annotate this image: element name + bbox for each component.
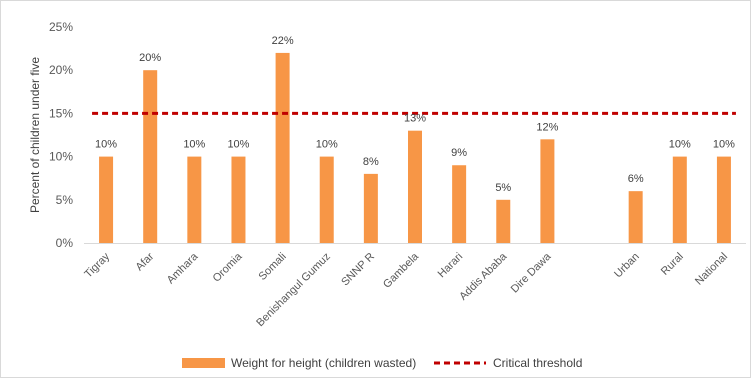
category-label: Tigray — [82, 250, 112, 280]
category-label: Benishangul Gumuz — [254, 251, 333, 330]
category-label: Somali — [256, 251, 288, 283]
data-label: 6% — [628, 173, 644, 185]
data-label: 12% — [536, 121, 558, 133]
y-tick-label: 20% — [49, 63, 73, 77]
bar — [231, 156, 246, 243]
data-label: 10% — [669, 139, 691, 151]
data-label: 22% — [272, 35, 294, 47]
data-label: 5% — [495, 182, 511, 194]
category-label: Gambela — [381, 250, 422, 291]
data-label: 10% — [713, 139, 735, 151]
data-label: 13% — [404, 113, 426, 125]
y-tick-label: 25% — [49, 20, 73, 34]
category-label: Harari — [436, 251, 466, 281]
category-label: SNNP R — [339, 251, 377, 289]
bar — [319, 156, 334, 243]
bar — [99, 156, 114, 243]
category-label: Dire Dawa — [509, 250, 554, 295]
y-tick-label: 5% — [56, 193, 74, 207]
y-axis-title-group: Percent of children under five — [28, 57, 42, 213]
category-label: Afar — [134, 250, 157, 273]
y-tick-label: 10% — [49, 150, 73, 164]
category-label: Rural — [659, 251, 686, 278]
data-label: 10% — [183, 139, 205, 151]
y-axis-ticks: 0% 5% 10% 15% 20% 25% — [49, 20, 73, 250]
legend-threshold-label: Critical threshold — [493, 356, 582, 370]
bar — [408, 130, 422, 243]
category-label: Oromia — [211, 250, 246, 285]
category-label: Amhara — [165, 250, 201, 286]
bar — [672, 156, 687, 243]
category-label: Urban — [612, 251, 642, 281]
data-label: 20% — [139, 52, 161, 64]
legend-bar-swatch — [182, 358, 225, 368]
legend: Weight for height (children wasted) Crit… — [182, 356, 582, 370]
bar — [628, 191, 643, 243]
bar — [496, 199, 511, 243]
category-label: National — [693, 251, 730, 288]
bar — [363, 173, 378, 243]
y-axis-title: Percent of children under five — [28, 57, 42, 213]
data-label: 10% — [95, 139, 117, 151]
data-label: 9% — [451, 147, 467, 159]
bar — [143, 70, 158, 243]
bar — [187, 156, 202, 243]
bar — [275, 52, 290, 243]
bar — [716, 156, 731, 243]
bar — [540, 139, 555, 243]
y-tick-label: 15% — [49, 106, 73, 120]
category-labels-group: Tigray Afar Amhara Oromia SomaliBenishangul … — [82, 250, 730, 329]
bars-group — [99, 52, 731, 243]
bar — [452, 165, 467, 243]
legend-bar-label: Weight for height (children wasted) — [231, 356, 416, 370]
category-label: Addis Ababa — [457, 250, 510, 303]
data-label: 8% — [363, 156, 379, 168]
data-label: 10% — [316, 139, 338, 151]
data-label: 10% — [227, 139, 249, 151]
data-labels-group: 10% 20% 10% 10% 22% 10% 8% 13% 9% 5% 12% 6% 10% 10% — [95, 35, 735, 194]
y-tick-label: 0% — [56, 236, 74, 250]
